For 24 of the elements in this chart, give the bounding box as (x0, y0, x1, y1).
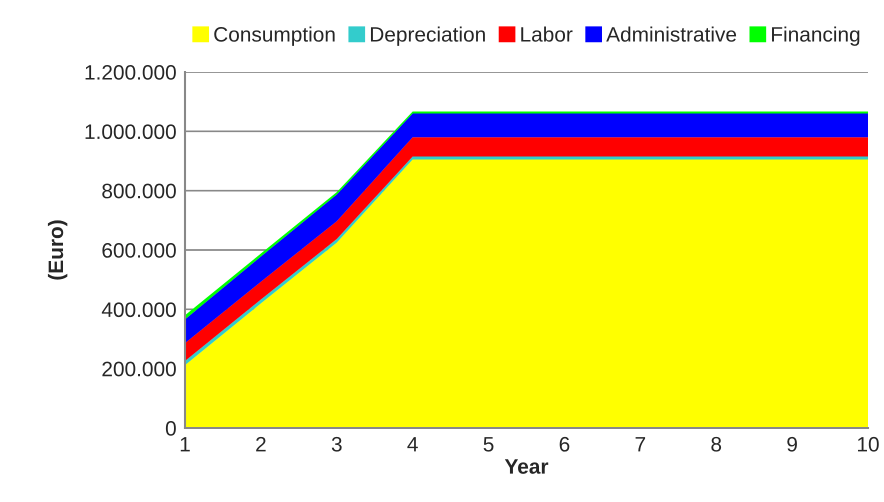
x-tick-label: 4 (407, 437, 418, 452)
y-tick-label: 400.000 (102, 302, 176, 318)
legend-label: Labor (521, 26, 572, 42)
x-tick-label: 10 (858, 436, 879, 452)
y-tick-label: 1.200.000 (86, 65, 176, 80)
x-tick-label: 8 (711, 436, 722, 452)
legend-label: Financing (772, 26, 860, 46)
y-tick-label: 0 (166, 421, 176, 436)
y-tick-label: 600.000 (102, 243, 176, 258)
x-tick-label: 2 (256, 436, 266, 452)
x-tick-label: 7 (636, 437, 646, 452)
y-tick-label: 200.000 (102, 362, 176, 376)
y-tick-label: 1.000.000 (86, 124, 176, 140)
x-tick-label: 6 (560, 436, 570, 452)
x-tick-label: 5 (484, 437, 494, 452)
legend-label: Depreciation (370, 26, 485, 46)
y-tick-label: 800.000 (102, 184, 176, 198)
y-axis-title: (Euro) (48, 220, 68, 280)
x-axis-title: Year (504, 459, 548, 474)
legend-label: Administrative (606, 26, 736, 42)
x-tick-label: 1 (180, 437, 190, 452)
x-tick-label: 9 (787, 436, 797, 452)
legend-label: Consumption (214, 26, 335, 46)
x-tick-label: 3 (332, 436, 342, 452)
